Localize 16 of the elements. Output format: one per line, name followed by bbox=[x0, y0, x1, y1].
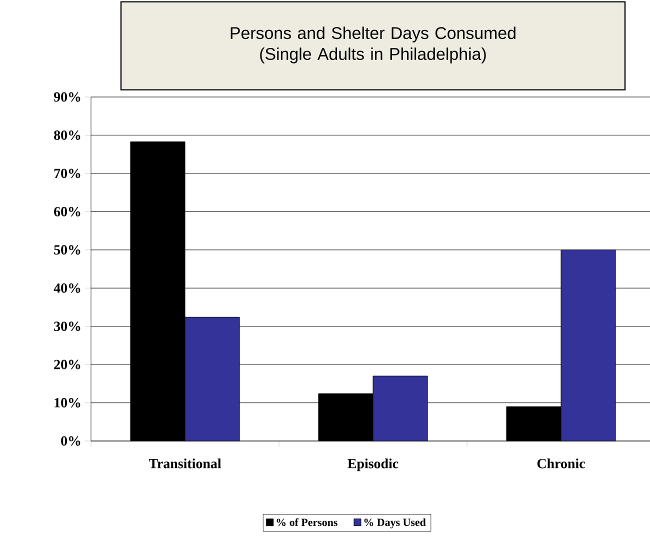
y-tick-label: 0% bbox=[61, 436, 80, 446]
y-tick-label: 10% bbox=[54, 398, 80, 408]
legend-label: % of Persons bbox=[276, 518, 338, 526]
y-tick-label: 90% bbox=[54, 92, 80, 102]
x-tick-label: Chronic bbox=[537, 458, 585, 468]
chart-title: Persons and Shelter Days Consumed (Single Adults in Philadelphia) bbox=[230, 26, 516, 64]
y-tick-label: 70% bbox=[54, 168, 80, 178]
legend-label: % Days Used bbox=[364, 518, 426, 528]
x-tick-label: Transitional bbox=[148, 458, 222, 468]
y-tick-label: 40% bbox=[54, 283, 80, 293]
x-tick-label: Episodic bbox=[348, 458, 398, 472]
y-tick-label: 60% bbox=[54, 206, 80, 216]
y-tick-label: 30% bbox=[54, 322, 80, 332]
y-tick-label: 50% bbox=[54, 245, 80, 255]
y-tick-label: 80% bbox=[54, 130, 80, 140]
y-tick-label: 20% bbox=[54, 360, 80, 370]
